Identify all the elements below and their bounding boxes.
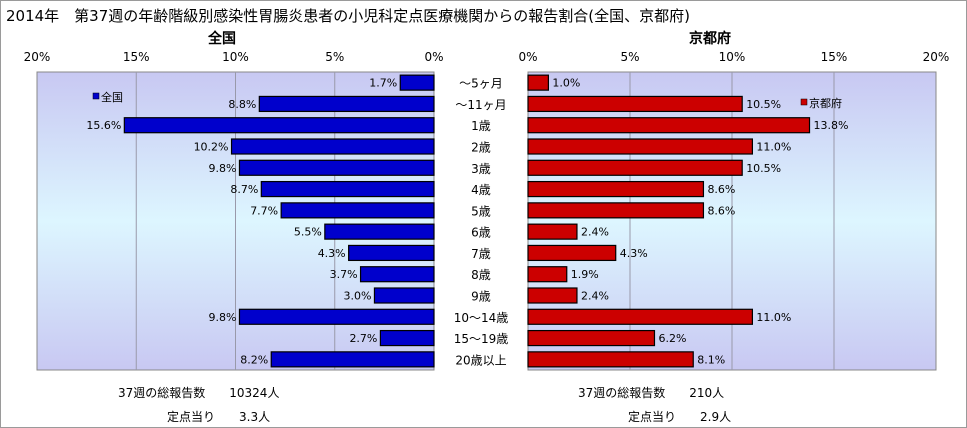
age-category-label: ～11ヶ月	[455, 98, 506, 112]
national-value-label: 9.8%	[209, 162, 237, 175]
national-bar	[348, 244, 435, 262]
kyoto-value-label: 1.9%	[571, 268, 599, 281]
national-value-label: 8.2%	[240, 353, 268, 366]
kyoto-bar	[527, 287, 578, 304]
national-bar	[238, 159, 435, 176]
kyoto-value-label: 1.0%	[552, 77, 580, 90]
kyoto-legend-swatch	[800, 98, 808, 106]
national-value-label: 10.2%	[194, 141, 229, 154]
kyoto-value-label: 11.0%	[756, 141, 791, 154]
national-bar	[373, 287, 435, 304]
national-tick-label: 15%	[123, 50, 150, 64]
national-value-label: 2.7%	[349, 332, 377, 345]
kyoto-bar	[527, 159, 743, 176]
age-category-label: 9歳	[471, 290, 491, 304]
national-bar	[324, 223, 435, 240]
kyoto-tick-label: 0%	[518, 50, 537, 64]
kyoto-bar	[527, 202, 705, 219]
national-tick-label: 5%	[325, 50, 344, 64]
kyoto-value-label: 6.2%	[658, 332, 686, 345]
national-bar	[359, 266, 435, 283]
age-category-label: 20歳以上	[455, 353, 506, 367]
kyoto-bar	[527, 95, 743, 113]
national-bar	[238, 308, 435, 325]
chart-title: 2014年 第37週の年齢階級別感染性胃腸炎患者の小児科定点医療機関からの報告割…	[6, 7, 690, 25]
kyoto-value-label: 2.4%	[581, 290, 609, 303]
national-value-label: 8.8%	[228, 98, 256, 111]
kyoto-per-site: 定点当り 2.9人	[628, 410, 732, 424]
age-category-label: 15～19歳	[454, 332, 509, 346]
national-tick-label: 0%	[424, 50, 443, 64]
national-bar	[123, 117, 435, 134]
kyoto-value-label: 4.3%	[620, 247, 648, 260]
national-legend-label: 全国	[101, 90, 123, 104]
national-value-label: 8.7%	[230, 183, 258, 196]
age-category-label: ～5ヶ月	[459, 77, 503, 91]
national-legend-swatch	[92, 92, 100, 100]
national-value-label: 5.5%	[294, 226, 322, 239]
national-bar	[280, 202, 435, 219]
kyoto-bar	[527, 266, 568, 283]
national-panel-title: 全国	[207, 30, 236, 47]
kyoto-value-label: 10.5%	[746, 162, 781, 175]
kyoto-bar	[527, 351, 694, 368]
kyoto-value-label: 11.0%	[756, 311, 791, 324]
kyoto-total-reports: 37週の総報告数 210人	[578, 386, 725, 400]
age-category-label: 10～14歳	[454, 311, 509, 325]
kyoto-tick-label: 5%	[620, 50, 639, 64]
kyoto-bar	[527, 117, 811, 134]
national-value-label: 1.7%	[369, 77, 397, 90]
age-category-label: 1歳	[471, 119, 491, 133]
national-bar	[399, 74, 435, 91]
age-category-label: 6歳	[471, 226, 491, 240]
kyoto-bar	[527, 74, 549, 91]
national-total-reports: 37週の総報告数 10324人	[118, 386, 280, 400]
kyoto-legend-label: 京都府	[809, 96, 842, 110]
national-value-label: 3.0%	[343, 290, 371, 303]
national-value-label: 15.6%	[86, 119, 121, 132]
kyoto-tick-label: 15%	[821, 50, 848, 64]
kyoto-tick-label: 20%	[923, 50, 950, 64]
age-category-label: 8歳	[471, 268, 491, 282]
national-value-label: 7.7%	[250, 204, 278, 217]
national-per-site: 定点当り 3.3人	[167, 410, 271, 424]
kyoto-panel-title: 京都府	[689, 30, 731, 47]
national-bar	[260, 180, 435, 198]
national-bar	[258, 95, 435, 113]
kyoto-value-label: 10.5%	[746, 98, 781, 111]
age-category-label: 5歳	[471, 204, 491, 218]
age-category-label: 7歳	[471, 247, 491, 261]
kyoto-tick-label: 10%	[719, 50, 746, 64]
kyoto-bar	[527, 138, 753, 155]
kyoto-value-label: 13.8%	[814, 119, 849, 132]
national-value-label: 3.7%	[330, 268, 358, 281]
kyoto-value-label: 8.6%	[707, 183, 735, 196]
national-tick-label: 20%	[24, 50, 51, 64]
national-bar	[379, 329, 435, 347]
national-tick-label: 10%	[222, 50, 249, 64]
national-value-label: 4.3%	[318, 247, 346, 260]
age-category-label: 3歳	[471, 162, 491, 176]
age-category-label: 4歳	[471, 183, 491, 197]
national-value-label: 9.8%	[209, 311, 237, 324]
kyoto-value-label: 8.6%	[707, 204, 735, 217]
kyoto-bar	[527, 180, 705, 198]
kyoto-bar	[527, 308, 753, 325]
kyoto-value-label: 8.1%	[697, 353, 725, 366]
kyoto-bar	[527, 223, 578, 240]
kyoto-bar	[527, 244, 617, 262]
kyoto-bar	[527, 329, 656, 347]
kyoto-value-label: 2.4%	[581, 226, 609, 239]
national-bar	[230, 138, 435, 155]
age-category-label: 2歳	[471, 141, 491, 155]
national-bar	[270, 351, 435, 368]
